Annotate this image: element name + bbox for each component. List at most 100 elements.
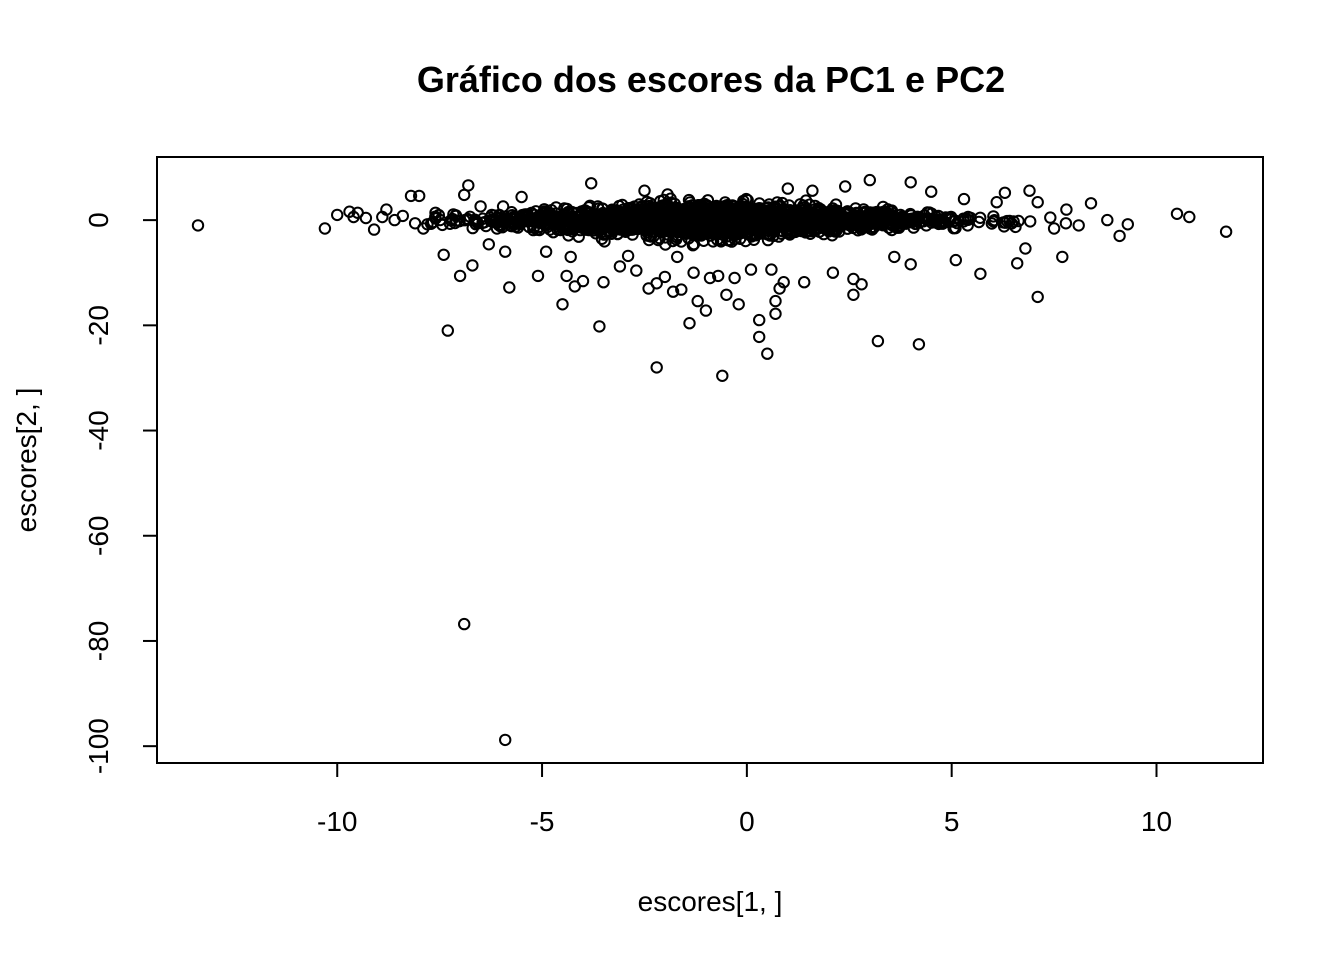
data-point (949, 253, 962, 267)
data-point (496, 200, 510, 213)
x-tick-label: 5 (944, 806, 960, 837)
data-point (331, 208, 344, 222)
y-tick-label: 0 (83, 212, 114, 228)
data-point (699, 304, 713, 317)
data-point (732, 298, 745, 311)
data-point (413, 189, 426, 203)
data-point (894, 208, 907, 222)
data-point (643, 197, 657, 210)
data-point (542, 214, 556, 227)
data-point (851, 211, 864, 225)
data-point (453, 269, 467, 283)
y-tick-label: -60 (83, 516, 114, 556)
data-point (905, 216, 918, 229)
data-point (974, 267, 987, 280)
data-point (650, 361, 663, 374)
data-point (957, 192, 971, 206)
data-point (446, 212, 459, 226)
data-point (761, 347, 774, 360)
data-point (613, 260, 627, 273)
data-point (1084, 197, 1098, 210)
data-point (710, 206, 723, 220)
data-point (703, 271, 717, 285)
data-point (359, 211, 373, 225)
data-point (871, 215, 884, 228)
data-point (839, 180, 852, 193)
y-tick-label: -40 (83, 410, 114, 450)
data-point (1072, 219, 1085, 232)
data-point (429, 206, 442, 220)
data-point (845, 211, 858, 225)
data-point (1047, 222, 1061, 235)
data-point (191, 219, 205, 232)
data-point (720, 288, 733, 301)
data-point (890, 221, 903, 234)
data-point (912, 338, 926, 351)
data-point (1019, 242, 1032, 255)
data-point (643, 211, 656, 224)
data-point (871, 334, 885, 348)
data-point (1023, 184, 1036, 197)
data-point (678, 212, 691, 226)
data-point (595, 232, 609, 246)
data-point (769, 307, 782, 320)
data-point (421, 218, 434, 231)
data-point (781, 182, 794, 195)
y-tick-label: -100 (83, 718, 114, 774)
data-point (847, 288, 860, 301)
data-point (789, 211, 803, 225)
data-point (441, 324, 454, 337)
data-point (928, 216, 942, 229)
data-point (687, 266, 700, 279)
data-point (622, 207, 635, 220)
data-point (671, 250, 684, 264)
data-point (640, 213, 654, 226)
data-point (1031, 290, 1044, 304)
data-point (990, 196, 1003, 209)
data-point (1219, 225, 1233, 238)
data-point (755, 210, 769, 224)
chart-title: Gráfico dos escores da PC1 e PC2 (417, 59, 1005, 100)
data-point (739, 234, 752, 248)
data-point (641, 226, 654, 239)
y-tick-label: -80 (83, 621, 114, 661)
data-point (466, 259, 479, 272)
data-point (593, 320, 606, 333)
data-point (1170, 207, 1184, 221)
data-point (628, 216, 641, 229)
data-point (564, 250, 577, 264)
data-point (513, 217, 526, 231)
data-point (499, 733, 512, 747)
data-point (1024, 215, 1037, 228)
data-point (753, 330, 766, 344)
data-point (760, 228, 774, 241)
data-point (753, 313, 766, 327)
data-point (560, 221, 574, 234)
data-point (776, 218, 790, 231)
data-point (826, 266, 840, 279)
data-point (638, 184, 651, 197)
data-point (539, 245, 553, 258)
data-point (449, 209, 463, 223)
data-point (318, 222, 332, 235)
data-point (1059, 217, 1073, 230)
data-point (620, 208, 633, 222)
data-point (575, 215, 588, 228)
data-point (594, 214, 607, 228)
data-point (580, 215, 594, 228)
data-point (999, 216, 1012, 229)
x-tick-label: 0 (739, 806, 755, 837)
data-point (806, 184, 819, 197)
data-point (630, 264, 643, 277)
data-point (531, 269, 545, 283)
data-point (728, 271, 741, 285)
x-tick-label: -10 (317, 806, 357, 837)
data-point (404, 189, 418, 203)
data-point (1012, 214, 1025, 228)
data-point (533, 209, 546, 222)
y-axis: 0 -20 -40 -60 -80 -100 (83, 212, 158, 774)
data-point (683, 317, 696, 330)
data-point (1183, 210, 1196, 224)
data-point (556, 298, 569, 311)
